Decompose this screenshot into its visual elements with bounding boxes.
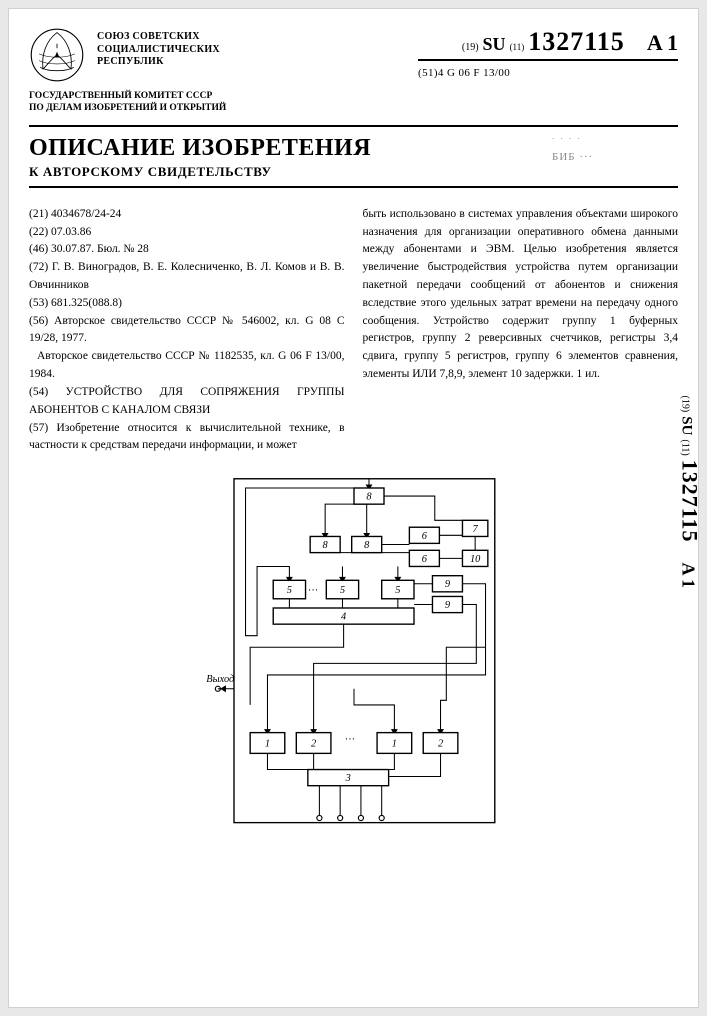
bibliographic-columns: (21) 4034678/24-24 (22) 07.03.86 (46) 30… [29,206,678,455]
side-pre: (19) [679,396,690,413]
library-stamp: . . . . БИБ ··· [552,131,672,179]
svg-text:1: 1 [391,739,396,750]
ipc-classification: (51)4 G 06 F 13/00 [418,67,678,79]
abstract-continuation: быть использовано в системах управления … [363,206,679,384]
svg-text:6: 6 [421,531,427,542]
pubnum-line: (19) SU (11) 1327115 A 1 [418,27,678,61]
svg-text:8: 8 [322,540,328,551]
output-label: Выход [206,674,234,685]
field-54: (54) УСТРОЙСТВО ДЛЯ СОПРЯЖЕНИЯ ГРУППЫ АБ… [29,384,345,420]
side-sub: (11) [679,439,690,455]
svg-text:9: 9 [444,579,450,590]
field-56: (56) Авторское свидетельство СССР № 5460… [29,313,345,349]
side-num: 1327115 [676,460,702,543]
svg-text:7: 7 [472,524,478,535]
committee-name: ГОСУДАРСТВЕННЫЙ КОМИТЕТ СССР ПО ДЕЛАМ ИЗ… [29,91,678,115]
svg-text:10: 10 [469,554,480,565]
svg-text:1: 1 [264,739,269,750]
field-53: (53) 681.325(088.8) [29,295,345,313]
right-column: быть использовано в системах управления … [363,206,679,455]
schematic-diagram: … … Выход 8 8 8 6 7 6 10 5 5 5 9 9 4 1 2 1 2 3 [29,473,678,833]
field-56b: Авторское свидетельство СССР № 1182535, … [29,348,345,384]
svg-text:8: 8 [364,540,370,551]
header: СОЮЗ СОВЕТСКИХ СОЦИАЛИСТИЧЕСКИХ РЕСПУБЛИ… [29,27,678,83]
svg-text:5: 5 [339,585,344,596]
field-72: (72) Г. В. Виноградов, В. Е. Колесниченк… [29,259,345,295]
side-kind: A 1 [677,562,698,588]
field-57: (57) Изобретение относится к вычислитель… [29,420,345,456]
svg-text:9: 9 [444,600,450,611]
left-column: (21) 4034678/24-24 (22) 07.03.86 (46) 30… [29,206,345,455]
field-46: (46) 30.07.87. Бюл. № 28 [29,241,345,259]
svg-text:2: 2 [437,739,442,750]
svg-text:2: 2 [311,739,316,750]
svg-text:4: 4 [341,612,346,623]
pubnum-number: 1327115 [528,27,625,57]
svg-text:…: … [344,732,354,743]
pubnum-pre: (19) [462,42,479,53]
issuer-name: СОЮЗ СОВЕТСКИХ СОЦИАЛИСТИЧЕСКИХ РЕСПУБЛИ… [97,27,406,83]
svg-text:8: 8 [366,492,372,503]
publication-number-block: (19) SU (11) 1327115 A 1 (51)4 G 06 F 13… [418,27,678,83]
pubnum-kind: A 1 [647,30,678,56]
pubnum-sub: (11) [510,42,525,52]
title-block: ОПИСАНИЕ ИЗОБРЕТЕНИЯ К АВТОРСКОМУ СВИДЕТ… [29,125,678,188]
field-22: (22) 07.03.86 [29,224,345,242]
pubnum-country: SU [483,34,506,55]
svg-text:5: 5 [286,585,291,596]
field-21: (21) 4034678/24-24 [29,206,345,224]
side-cc: SU [677,416,694,435]
svg-text:3: 3 [344,773,350,784]
side-pubnum: (19) SU (11) 1327115 A 1 [676,396,702,588]
patent-page: СОЮЗ СОВЕТСКИХ СОЦИАЛИСТИЧЕСКИХ РЕСПУБЛИ… [8,8,699,1008]
svg-text:…: … [307,583,317,594]
svg-text:5: 5 [395,585,400,596]
svg-text:6: 6 [421,554,427,565]
state-emblem [29,27,85,83]
